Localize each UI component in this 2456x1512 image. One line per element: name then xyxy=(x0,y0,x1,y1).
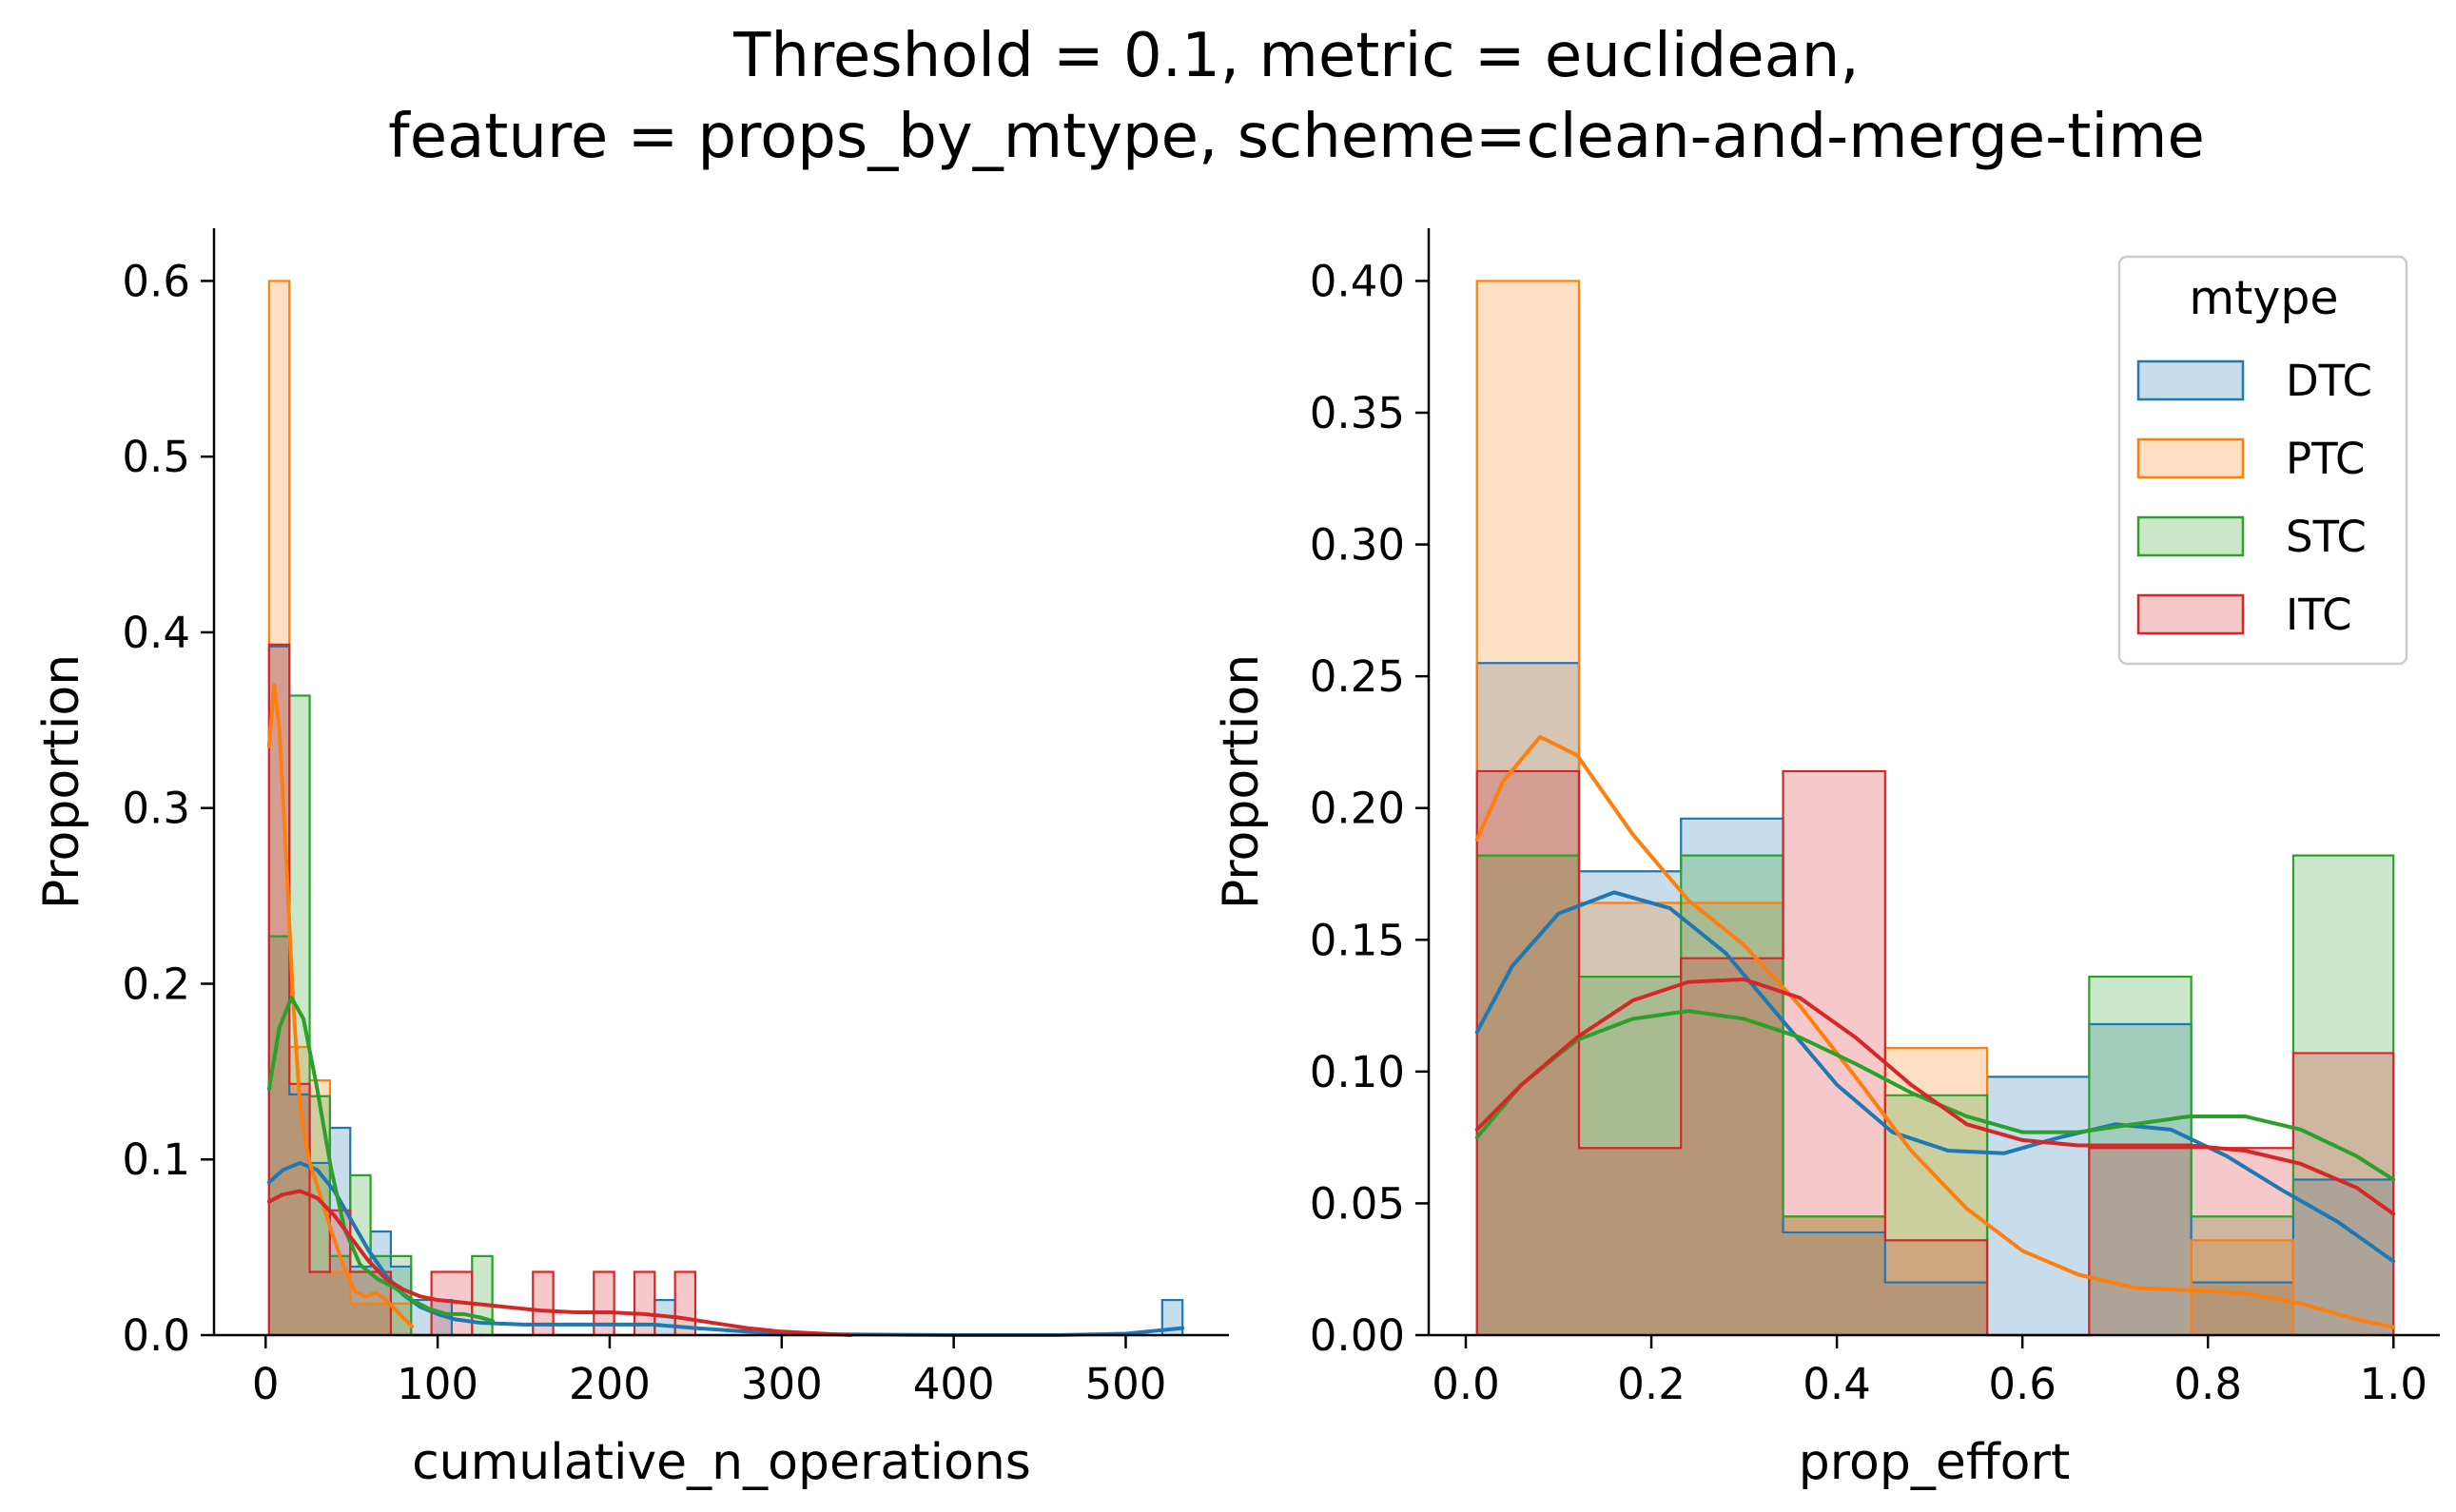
x-axis-label: prop_effort xyxy=(1799,1434,2070,1491)
histogram-bar-stc xyxy=(2292,855,2394,1335)
histogram-bar-stc xyxy=(2191,1216,2293,1335)
histogram-bar-dtc xyxy=(1783,1231,1885,1335)
y-tick-label: 0.20 xyxy=(1310,784,1405,834)
kde-curve-dtc xyxy=(1474,890,2396,1264)
y-tick-label: 0.00 xyxy=(1310,1310,1405,1361)
histogram-bar-dtc xyxy=(1987,1076,2090,1335)
y-tick-label: 0.5 xyxy=(122,432,190,482)
histogram-bar-dtc xyxy=(1161,1300,1183,1335)
left-histogram-panel: 0 100 200 300 400 500 0.0 0.1 0.2 0.3 0.4 0.5 0.6 cum… xyxy=(33,228,1229,1491)
histogram-bar-ptc xyxy=(268,281,290,1335)
histogram-bar-itc xyxy=(431,1271,452,1335)
y-tick-label: 0.15 xyxy=(1310,915,1405,965)
histogram-bar-ptc xyxy=(2191,1240,2293,1335)
x-tick-label: 0.4 xyxy=(1803,1359,1871,1409)
histogram-bar-ptc xyxy=(1476,281,1579,1335)
y-tick-label: 0.4 xyxy=(122,608,190,658)
x-tick-label: 0 xyxy=(252,1359,280,1409)
histogram-bar-dtc xyxy=(1884,1282,1988,1335)
x-tick-label: 0.6 xyxy=(1988,1359,2056,1409)
histogram-bar-stc xyxy=(268,936,290,1335)
histogram-outline-dtc xyxy=(1475,662,2395,1335)
x-axis-label: cumulative_n_operations xyxy=(412,1434,1031,1491)
histogram-bar-stc xyxy=(2089,977,2192,1335)
legend-swatch-stc xyxy=(2136,515,2245,557)
x-tick-label: 500 xyxy=(1085,1359,1167,1409)
y-axis-label: Proportion xyxy=(1213,654,1270,909)
histogram-bar-dtc xyxy=(289,1094,310,1335)
legend-swatch-ptc xyxy=(2136,437,2245,479)
histogram-outline-stc xyxy=(1475,854,2395,1337)
legend-label-itc: ITC xyxy=(2286,590,2352,640)
histogram-bar-itc xyxy=(1884,1240,1988,1335)
y-tick-label: 0.1 xyxy=(122,1134,190,1185)
histogram-bar-stc xyxy=(1783,1216,1885,1335)
figure-title-line1: Threshold = 0.1, metric = euclidean, xyxy=(732,21,1859,91)
legend-entries: DTC PTC STC ITC xyxy=(2136,356,2372,640)
histogram-bar-stc xyxy=(309,1095,330,1335)
legend: mtype DTC PTC STC ITC xyxy=(2117,255,2408,666)
histogram-bar-itc xyxy=(2089,1148,2192,1335)
y-tick-label: 0.6 xyxy=(122,256,190,306)
histogram-bar-ptc xyxy=(370,1303,391,1335)
kde-curve-stc xyxy=(266,996,495,1324)
x-tick-label: 200 xyxy=(569,1359,651,1409)
histogram-bar-dtc xyxy=(431,1300,452,1335)
histogram-bar-ptc xyxy=(350,1303,371,1335)
x-tick-label: 1.0 xyxy=(2359,1359,2427,1409)
kde-curve-itc xyxy=(266,1189,853,1337)
figure-title-line2: feature = props_by_mtype, scheme=clean-a… xyxy=(388,102,2205,172)
histogram-bar-dtc xyxy=(1681,818,1784,1335)
x-tick-label: 300 xyxy=(741,1359,823,1409)
right-histogram-panel: 0.0 0.2 0.4 0.6 0.8 1.0 0.00 0.05 0.10 0.15 0.20 0.… xyxy=(1213,228,2440,1491)
histogram-bar-itc xyxy=(2292,1053,2394,1335)
x-tick-label: 0.8 xyxy=(2173,1359,2242,1409)
histogram-outline-itc xyxy=(1475,769,2395,1337)
y-tick-label: 0.10 xyxy=(1310,1047,1405,1097)
histogram-bar-stc xyxy=(390,1255,412,1335)
legend-label-ptc: PTC xyxy=(2286,434,2365,484)
histogram-bar-ptc xyxy=(329,1271,351,1335)
histogram-bar-dtc xyxy=(2089,1023,2192,1335)
histogram-bar-itc xyxy=(2191,1148,2293,1335)
histogram-bar-dtc xyxy=(350,1266,371,1335)
histogram-bar-itc xyxy=(289,1083,310,1335)
x-tick-label: 0.0 xyxy=(1432,1359,1500,1409)
histogram-bar-stc xyxy=(1578,977,1682,1335)
histogram-bar-stc xyxy=(1476,855,1579,1335)
x-tick-label: 400 xyxy=(913,1359,995,1409)
y-axis-label: Proportion xyxy=(33,654,90,909)
histogram-bar-ptc xyxy=(1783,1216,1885,1335)
histogram-bar-itc xyxy=(594,1271,614,1335)
histogram-bar-itc xyxy=(1681,958,1784,1335)
kde-curve-itc xyxy=(1474,977,2396,1216)
legend-title: mtype xyxy=(2189,271,2338,325)
histogram-bar-dtc xyxy=(1578,871,1682,1335)
y-tick-label: 0.0 xyxy=(122,1310,190,1361)
histogram-bar-itc xyxy=(533,1271,554,1335)
kde-curve-ptc xyxy=(1474,734,2396,1329)
x-tick-label: 100 xyxy=(397,1359,478,1409)
histogram-bar-stc xyxy=(329,1255,351,1335)
histogram-bar-ptc xyxy=(1578,902,1682,1335)
legend-label-dtc: DTC xyxy=(2286,356,2372,406)
y-tick-label: 0.3 xyxy=(122,784,190,834)
y-tick-label: 0.40 xyxy=(1310,256,1405,306)
y-tick-label: 0.25 xyxy=(1310,651,1405,702)
y-tick-label: 0.05 xyxy=(1310,1178,1405,1229)
y-tick-label: 0.35 xyxy=(1310,388,1405,438)
legend-label-stc: STC xyxy=(2286,512,2367,562)
legend-swatch-dtc xyxy=(2136,359,2245,401)
histogram-bar-itc xyxy=(309,1271,330,1335)
y-tick-label: 0.2 xyxy=(122,959,190,1009)
histogram-bar-itc xyxy=(1578,1148,1682,1335)
x-tick-label: 0.2 xyxy=(1617,1359,1686,1409)
histogram-bar-itc xyxy=(633,1271,655,1335)
legend-swatch-itc xyxy=(2136,593,2245,635)
histogram-bar-ptc xyxy=(1681,902,1784,1335)
legend-frame xyxy=(2117,255,2408,666)
y-tick-label: 0.30 xyxy=(1310,520,1405,571)
